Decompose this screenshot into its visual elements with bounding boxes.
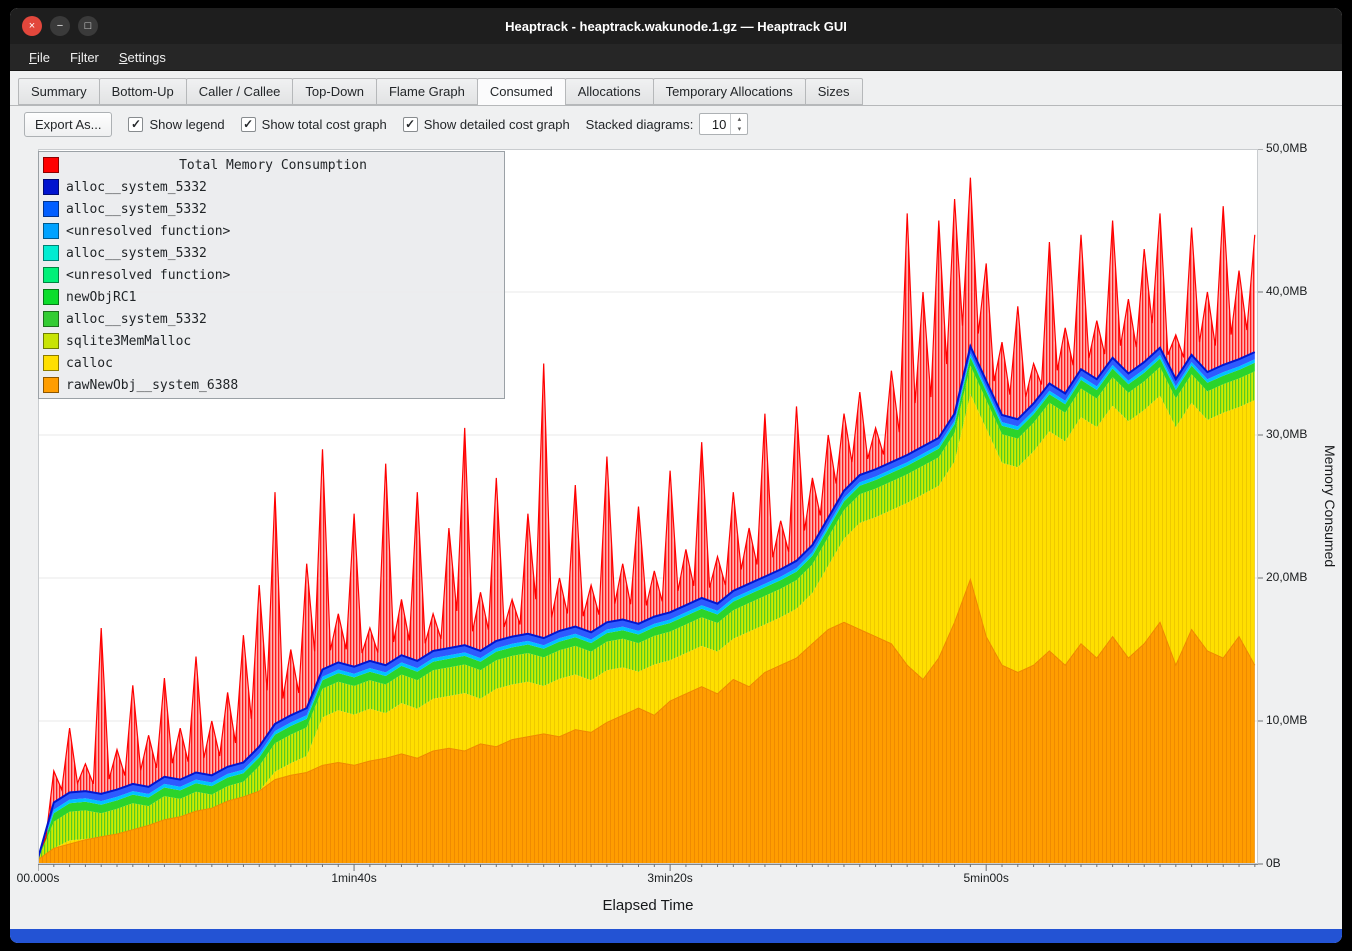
legend-entry-label: calloc [66, 355, 113, 371]
legend-entry-label: <unresolved function> [66, 267, 231, 283]
chart-legend: Total Memory Consumption alloc__system_5… [38, 151, 505, 399]
heaptrack-window: × − □ Heaptrack - heaptrack.wakunode.1.g… [10, 8, 1342, 943]
legend-swatch [43, 267, 59, 283]
legend-swatch [43, 223, 59, 239]
legend-swatch [43, 333, 59, 349]
legend-entry: newObjRC1 [43, 286, 500, 308]
y-tick-label: 50,0MB [1266, 141, 1308, 155]
legend-entry-label: alloc__system_5332 [66, 311, 207, 327]
chart-area[interactable]: Total Memory Consumption alloc__system_5… [10, 141, 1342, 929]
titlebar[interactable]: × − □ Heaptrack - heaptrack.wakunode.1.g… [10, 8, 1342, 44]
legend-entry-label: alloc__system_5332 [66, 245, 207, 261]
stacked-diagrams-value[interactable]: 10 [711, 116, 727, 132]
checkbox-show-total-cost-graph[interactable]: ✓ Show total cost graph [240, 116, 387, 132]
legend-swatch [43, 179, 59, 195]
checkbox-label: Show detailed cost graph [423, 116, 570, 132]
checkbox-group: ✓ Show legend ✓ Show total cost graph ✓ Show … [128, 116, 570, 132]
legend-entry: alloc__system_5332 [43, 242, 500, 264]
y-tick-label: 40,0MB [1266, 284, 1308, 298]
legend-entry: alloc__system_5332 [43, 176, 500, 198]
checkbox-label: Show total cost graph [261, 116, 387, 132]
legend-swatch [43, 377, 59, 393]
menubar: File Filter Settings [10, 44, 1342, 71]
legend-title: Total Memory Consumption [179, 157, 367, 173]
stacked-diagrams-label: Stacked diagrams: [585, 116, 694, 132]
memory-consumption-chart[interactable] [38, 149, 1278, 872]
legend-entry: alloc__system_5332 [43, 198, 500, 220]
legend-entry: alloc__system_5332 [43, 308, 500, 330]
maximize-icon[interactable]: □ [78, 16, 98, 36]
y-tick-label: 30,0MB [1266, 427, 1308, 441]
legend-entry: <unresolved function> [43, 264, 500, 286]
x-axis-title: Elapsed Time [602, 897, 694, 914]
window-title: Heaptrack - heaptrack.wakunode.1.gz — He… [505, 18, 847, 34]
checkbox-box[interactable]: ✓ [402, 116, 418, 132]
checkbox-box[interactable]: ✓ [128, 116, 144, 132]
y-tick-label: 0B [1266, 856, 1281, 870]
spin-up-icon[interactable]: ▴ [737, 115, 742, 123]
checkbox-show-detailed-cost-graph[interactable]: ✓ Show detailed cost graph [402, 116, 570, 132]
tab-sizes[interactable]: Sizes [804, 78, 863, 105]
tab-bar: Summary Bottom-Up Caller / Callee Top-Down F… [10, 71, 1342, 106]
menu-filter[interactable]: Filter [69, 49, 99, 65]
x-tick-label: 00.000s [16, 871, 60, 885]
y-axis-title-wrap: Memory Consumed [1322, 149, 1338, 864]
stacked-diagrams-spinbox[interactable]: 10 ▴ ▾ [699, 113, 749, 135]
legend-entry: rawNewObj__system_6388 [43, 374, 500, 396]
y-tick-label: 10,0MB [1266, 713, 1308, 727]
spin-down-icon[interactable]: ▾ [737, 125, 742, 133]
legend-entry: calloc [43, 352, 500, 374]
x-tick-label: 1min40s [331, 871, 377, 885]
menu-file[interactable]: File [29, 49, 50, 65]
tab-consumed[interactable]: Consumed [476, 78, 566, 106]
tab-bottom-up[interactable]: Bottom-Up [98, 78, 187, 105]
legend-entry: sqlite3MemMalloc [43, 330, 500, 352]
toolbar: Export As... ✓ Show legend ✓ Show total cos… [10, 106, 1342, 142]
tab-temporary-allocations[interactable]: Temporary Allocations [652, 78, 806, 105]
minimize-icon[interactable]: − [50, 16, 70, 36]
tab-summary[interactable]: Summary [18, 78, 100, 105]
tab-allocations[interactable]: Allocations [564, 78, 654, 105]
legend-entry-label: alloc__system_5332 [66, 201, 207, 217]
y-axis-title: Memory Consumed [1322, 445, 1338, 568]
legend-entry-label: alloc__system_5332 [66, 179, 207, 195]
tab-flame-graph[interactable]: Flame Graph [375, 78, 478, 105]
y-tick-label: 20,0MB [1266, 570, 1308, 584]
legend-entry-label: rawNewObj__system_6388 [66, 377, 239, 393]
tab-caller-callee[interactable]: Caller / Callee [185, 78, 294, 105]
menu-settings[interactable]: Settings [118, 49, 166, 65]
close-icon[interactable]: × [22, 16, 42, 36]
export-as-button[interactable]: Export As... [24, 111, 113, 137]
spin-buttons: ▴ ▾ [730, 114, 747, 134]
x-tick-label: 5min00s [963, 871, 1009, 885]
legend-title-row: Total Memory Consumption [43, 154, 500, 176]
legend-entry: <unresolved function> [43, 220, 500, 242]
legend-swatch [43, 245, 59, 261]
legend-swatch [43, 355, 59, 371]
tab-top-down[interactable]: Top-Down [292, 78, 377, 105]
checkbox-show-legend[interactable]: ✓ Show legend [128, 116, 225, 132]
legend-swatch [43, 201, 59, 217]
legend-entry-label: <unresolved function> [66, 223, 231, 239]
legend-entry-label: sqlite3MemMalloc [66, 333, 192, 349]
checkbox-label: Show legend [149, 116, 225, 132]
x-tick-label: 3min20s [647, 871, 693, 885]
checkbox-box[interactable]: ✓ [240, 116, 256, 132]
legend-entries: alloc__system_5332 alloc__system_5332 <unr… [43, 176, 500, 396]
legend-swatch [43, 289, 59, 305]
legend-title-swatch [43, 157, 59, 173]
bottom-accent-bar [10, 929, 1342, 943]
legend-swatch [43, 311, 59, 327]
stacked-diagrams-group: Stacked diagrams: 10 ▴ ▾ [586, 113, 749, 135]
window-controls: × − □ [22, 16, 98, 36]
legend-entry-label: newObjRC1 [66, 289, 137, 305]
